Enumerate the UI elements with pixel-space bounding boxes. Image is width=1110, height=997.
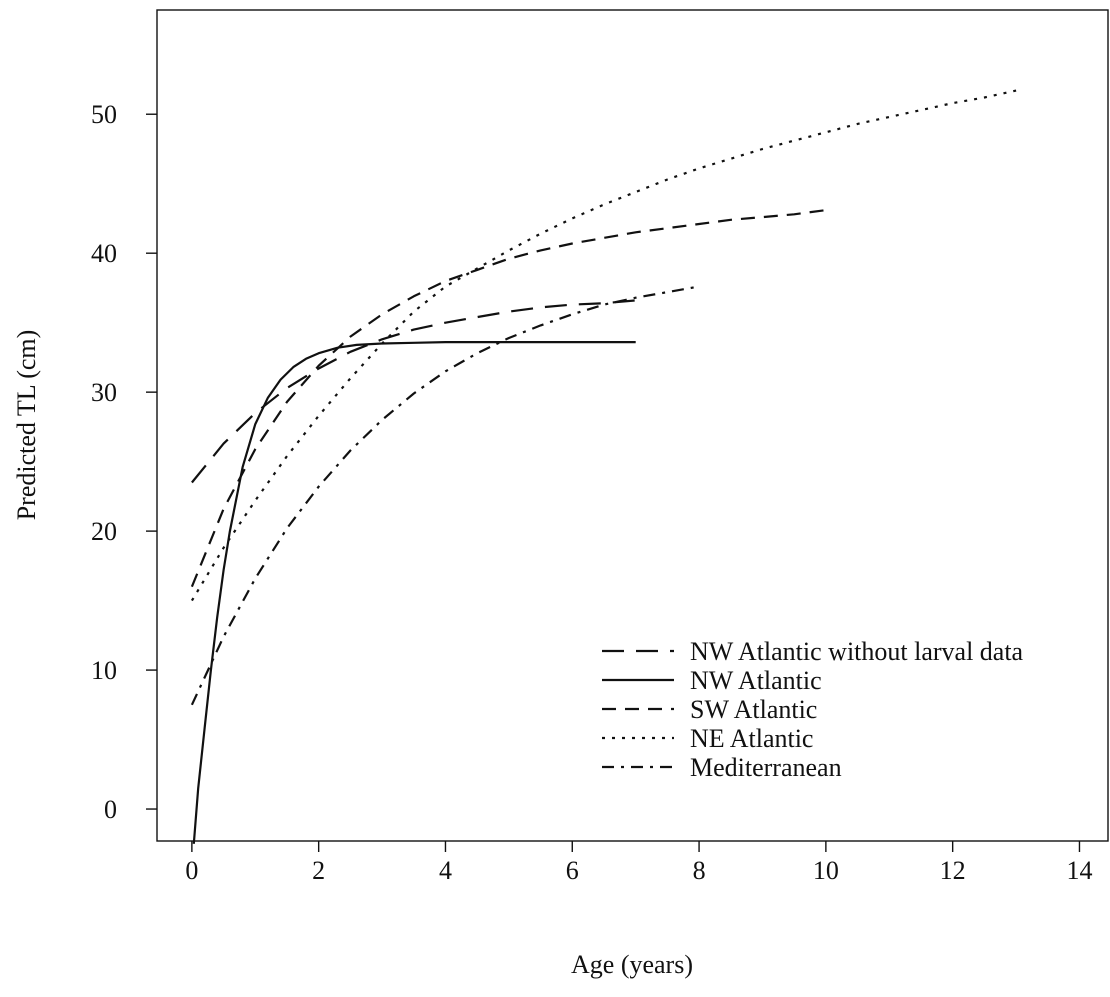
- series-line-0: [191, 299, 636, 484]
- x-tick-label-5: 10: [813, 856, 839, 885]
- plot-frame: [156, 9, 1109, 842]
- x-tick-label-3: 6: [566, 856, 579, 885]
- legend-label-2: SW Atlantic: [690, 695, 817, 724]
- x-tick-label-4: 8: [693, 856, 706, 885]
- x-tick-label-1: 2: [312, 856, 325, 885]
- legend-label-4: Mediterranean: [690, 753, 842, 782]
- legend-label-0: NW Atlantic without larval data: [690, 637, 1024, 666]
- x-axis-title: Age (years): [571, 950, 693, 979]
- series-lines: [190, 89, 1017, 844]
- legend-label-1: NW Atlantic: [690, 666, 822, 695]
- y-axis: 0 10 20 30 40 50: [91, 100, 157, 824]
- y-tick-label-0: 0: [104, 795, 117, 824]
- series-line-1: [192, 341, 636, 844]
- x-tick-label-7: 14: [1066, 856, 1092, 885]
- series-line-2: [190, 209, 827, 588]
- series-line-3: [190, 89, 1017, 602]
- y-tick-label-1: 10: [91, 656, 117, 685]
- x-tick-label-2: 4: [439, 856, 452, 885]
- y-tick-label-4: 40: [91, 239, 117, 268]
- series-line-4: [190, 285, 700, 706]
- y-tick-label-2: 20: [91, 517, 117, 546]
- x-axis: 0 2 4 6 8 10 12 14: [185, 841, 1092, 885]
- y-tick-label-3: 30: [91, 378, 117, 407]
- x-tick-label-0: 0: [185, 856, 198, 885]
- x-tick-label-6: 12: [940, 856, 966, 885]
- y-axis-title: Predicted TL (cm): [12, 330, 41, 521]
- y-tick-label-5: 50: [91, 100, 117, 129]
- legend-label-3: NE Atlantic: [690, 724, 813, 753]
